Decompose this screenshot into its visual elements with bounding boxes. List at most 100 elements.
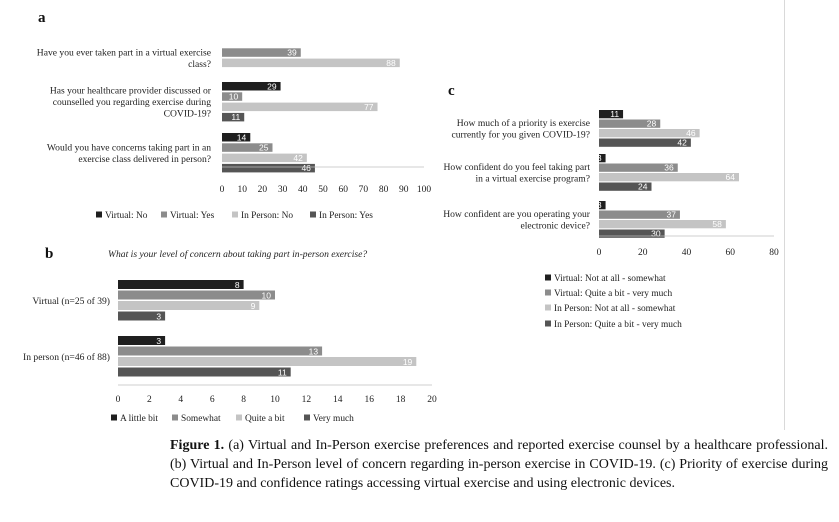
data-label-a-s0-c1: 29 xyxy=(267,81,277,91)
data-label-c-s2-c2: 58 xyxy=(712,219,722,229)
tick-label-b-4: 8 xyxy=(241,395,246,405)
tick-label-a-4: 40 xyxy=(298,185,308,195)
category-label-a-0: Have you ever taken part in a virtual ex… xyxy=(37,47,211,69)
legend-label-a-2: In Person: No xyxy=(241,211,293,221)
figure-caption: Figure 1. (a) Virtual and In-Person exer… xyxy=(170,436,828,493)
bar-a-s3-c1 xyxy=(222,112,245,122)
legend-swatch-a-3 xyxy=(310,211,316,218)
tick-label-a-6: 60 xyxy=(338,185,348,195)
bar-a-s0-c2 xyxy=(222,133,251,142)
data-label-c-s2-c0: 46 xyxy=(686,128,696,138)
tick-label-c-4: 80 xyxy=(769,248,779,258)
data-label-c-s3-c2: 30 xyxy=(651,229,661,239)
bar-a-s2-c2 xyxy=(222,153,307,163)
data-label-c-s0-c1: 3 xyxy=(597,153,602,163)
data-label-a-s0-c2: 14 xyxy=(237,132,247,142)
chart-title-b: What is your level of concern about taki… xyxy=(108,249,367,260)
tick-label-b-2: 4 xyxy=(178,395,183,405)
tick-label-a-1: 10 xyxy=(237,185,247,195)
bar-c-s3-c0 xyxy=(599,138,691,147)
bar-a-s2-c1 xyxy=(222,102,378,112)
data-label-c-s3-c0: 42 xyxy=(677,138,687,148)
legend-swatch-c-1 xyxy=(545,289,551,296)
data-label-b-s2-c1: 19 xyxy=(403,357,413,367)
tick-label-a-3: 30 xyxy=(278,185,288,195)
bar-c-s1-c0 xyxy=(599,119,661,128)
tick-label-a-8: 80 xyxy=(379,185,389,195)
tick-label-a-10: 100 xyxy=(417,185,432,195)
data-label-b-s1-c0: 10 xyxy=(262,290,272,300)
data-label-b-s0-c0: 8 xyxy=(235,280,240,290)
category-label-a-1: Has your healthcare provider discussed o… xyxy=(50,86,212,120)
category-label-b-1: In person (n=46 of 88) xyxy=(23,352,110,363)
data-label-c-s1-c0: 28 xyxy=(647,119,657,129)
category-label-c-2: How confident are you operating your elec… xyxy=(443,209,591,232)
bar-b-s1-c1 xyxy=(118,346,323,356)
tick-label-a-9: 90 xyxy=(399,185,409,195)
legend-label-c-0: Virtual: Not at all - somewhat xyxy=(554,274,666,284)
panel-divider xyxy=(784,0,785,430)
bar-c-s2-c1 xyxy=(599,173,739,182)
tick-label-b-0: 0 xyxy=(116,395,121,405)
data-label-b-s1-c1: 13 xyxy=(309,346,319,356)
tick-label-b-6: 12 xyxy=(302,395,312,405)
category-label-c-1: How confident do you feel taking part in … xyxy=(443,162,590,185)
bar-a-s1-c1 xyxy=(222,92,243,101)
bar-c-s0-c2 xyxy=(599,201,606,210)
tick-label-c-0: 0 xyxy=(597,248,602,258)
tick-label-a-7: 70 xyxy=(359,185,369,195)
legend-swatch-c-3 xyxy=(545,320,551,327)
category-label-c-0: How much of a priority is exercise curren… xyxy=(451,118,590,140)
data-label-b-s3-c0: 3 xyxy=(156,311,161,321)
tick-label-a-0: 0 xyxy=(220,185,225,195)
bar-a-s1-c2 xyxy=(222,143,273,152)
legend-swatch-b-1 xyxy=(172,414,178,421)
data-label-a-s2-c1: 77 xyxy=(364,102,374,112)
tick-label-b-7: 14 xyxy=(333,395,343,405)
legend-swatch-b-0 xyxy=(111,414,117,421)
data-label-c-s0-c2: 3 xyxy=(597,200,602,210)
category-label-a-2: Would you have concerns taking part in a… xyxy=(47,142,211,165)
legend-swatch-c-0 xyxy=(545,274,551,281)
data-label-a-s3-c1: 11 xyxy=(231,112,240,122)
data-label-c-s1-c1: 36 xyxy=(664,163,674,173)
bar-c-s0-c0 xyxy=(599,110,624,119)
legend-swatch-b-2 xyxy=(236,414,242,421)
tick-label-c-2: 40 xyxy=(682,248,692,258)
data-label-a-s3-c2: 46 xyxy=(301,163,311,173)
bar-c-s3-c1 xyxy=(599,182,652,191)
tick-label-a-5: 50 xyxy=(318,185,328,195)
legend-label-c-1: Virtual: Quite a bit - very much xyxy=(554,289,672,299)
tick-label-b-8: 16 xyxy=(364,395,374,405)
bar-c-s3-c2 xyxy=(599,229,665,238)
bar-b-s0-c0 xyxy=(118,280,244,289)
data-label-a-s2-c2: 42 xyxy=(293,153,303,163)
tick-label-c-1: 20 xyxy=(638,248,648,258)
legend-label-a-0: Virtual: No xyxy=(105,211,148,221)
bar-c-s2-c2 xyxy=(599,220,726,229)
panel-label-c: c xyxy=(448,83,455,99)
data-label-a-s2-c0: 88 xyxy=(386,58,396,68)
data-label-b-s3-c1: 11 xyxy=(278,367,287,377)
data-label-c-s0-c0: 11 xyxy=(610,109,619,119)
data-label-c-s2-c1: 64 xyxy=(726,172,736,182)
data-label-a-s1-c0: 39 xyxy=(287,48,297,58)
legend-swatch-a-1 xyxy=(161,211,167,218)
bar-a-s3-c2 xyxy=(222,163,315,173)
tick-label-b-1: 2 xyxy=(147,395,152,405)
bar-b-s2-c0 xyxy=(118,301,260,310)
legend-swatch-b-3 xyxy=(304,414,310,421)
data-label-c-s1-c2: 37 xyxy=(666,210,676,220)
bar-c-s1-c1 xyxy=(599,163,678,172)
legend-swatch-a-2 xyxy=(232,211,238,218)
data-label-b-s0-c1: 3 xyxy=(156,336,161,346)
bar-b-s0-c1 xyxy=(118,336,166,345)
bar-b-s1-c0 xyxy=(118,290,275,300)
legend-label-a-1: Virtual: Yes xyxy=(170,211,215,221)
legend-label-b-0: A little bit xyxy=(120,414,158,424)
bar-c-s2-c0 xyxy=(599,129,700,138)
legend-label-a-3: In Person: Yes xyxy=(319,211,373,221)
panel-label-a: a xyxy=(38,10,46,26)
legend-label-c-2: In Person: Not at all - somewhat xyxy=(554,304,676,314)
data-label-c-s3-c1: 24 xyxy=(638,182,648,192)
